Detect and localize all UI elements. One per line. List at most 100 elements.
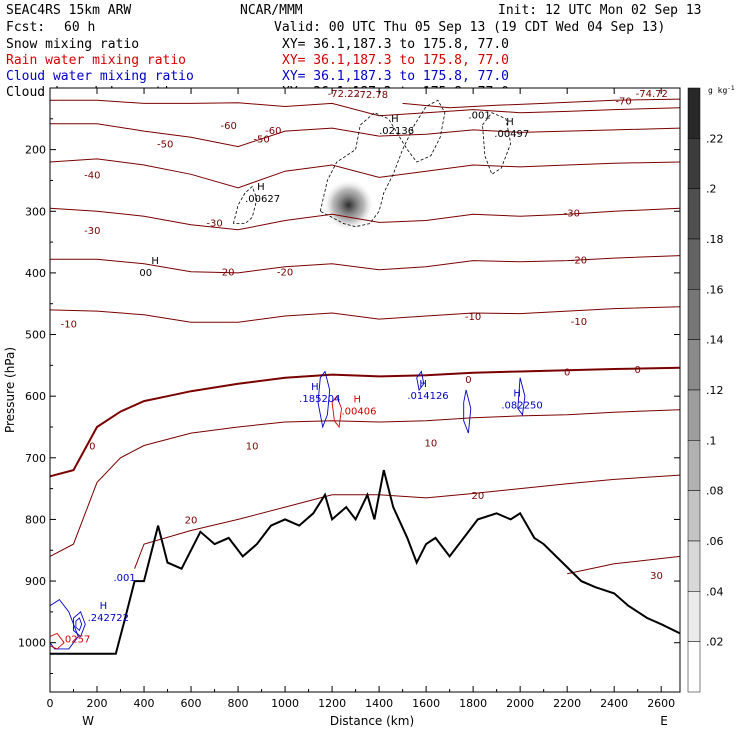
rain-contour [331, 395, 342, 429]
plot-layer: -72.78 -74.72-72.22-70-60 -60-50 -50-40-30-… [49, 89, 681, 655]
cloud-water-contour [317, 370, 331, 429]
colorbar-segment [687, 289, 701, 340]
west-label: W [82, 714, 94, 728]
maximum-marker: H [311, 382, 319, 393]
x-tick-label: 1600 [412, 697, 440, 710]
maximum-value: .001 [113, 573, 135, 584]
isotherm-label: -60 [220, 121, 236, 132]
x-tick-label: 0 [47, 697, 54, 710]
x-tick-label: 1000 [271, 697, 299, 710]
colorbar-segment [687, 641, 701, 693]
isotherm--50 [50, 123, 681, 148]
maximum-value: .242722 [88, 613, 129, 624]
isotherm-label: 10 [424, 438, 437, 449]
x-tick-label: 2600 [647, 697, 675, 710]
y-tick-label: 1000 [18, 637, 46, 650]
isotherm-label: -40 [84, 170, 100, 181]
maximum-value: .00406 [341, 406, 376, 417]
field-label: Rain water mixing ratio [6, 53, 186, 68]
x-tick-label: 200 [87, 697, 108, 710]
maximum-marker: H [391, 114, 399, 125]
isotherm--70 [402, 98, 681, 109]
forecast-value: 60 h [64, 20, 95, 35]
colorbar-segment [687, 389, 701, 441]
isotherm--40 [49, 158, 681, 189]
isotherm-label: -74.72 [636, 89, 668, 100]
isotherm-label: -30 [84, 226, 100, 237]
maximum-label: H.00497 [494, 117, 529, 140]
org-title: NCAR/MMM [240, 3, 303, 18]
isotherm-0 [49, 366, 681, 478]
maximum-marker: H [151, 256, 159, 267]
cloud-water-contour [517, 377, 526, 416]
model-title: SEAC4RS 15km ARW [6, 3, 131, 18]
maximum-value: .00627 [245, 194, 280, 205]
isotherm-label: -10 [61, 319, 77, 330]
y-tick-label: 400 [25, 267, 46, 280]
isotherm--10 [49, 306, 681, 323]
isotherm--60 [50, 99, 681, 117]
colorbar: .22 .2 .18 .16 .14 .12 .1 .08 .06 .04 .02 [687, 87, 724, 693]
isotherm-label: -10 [571, 317, 587, 328]
cloud-water-contour [416, 370, 425, 392]
cloud-water-contour [75, 617, 83, 632]
maximum-value: .014126 [407, 391, 448, 402]
isotherm-label: 10 [246, 441, 259, 452]
isotherm--30 [49, 207, 681, 231]
isotherm-label: -72.22 [328, 89, 360, 100]
isotherm-label: 0 [465, 375, 471, 386]
isotherm-30 [567, 555, 681, 575]
colorbar-label: .22 [706, 132, 724, 145]
east-label: E [660, 714, 668, 728]
y-tick-label: 800 [25, 513, 46, 526]
isotherm-label: -70 [615, 96, 631, 107]
y-tick-label: 900 [25, 575, 46, 588]
isotherm-label: -20 [218, 268, 234, 279]
maximum-label: H.242722 [88, 601, 129, 624]
maximum-label: H.014126 [407, 379, 448, 402]
isotherm-label: 30 [650, 571, 663, 582]
maximum-label: .001 [468, 111, 490, 122]
colorbar-label: .12 [706, 384, 724, 397]
snow-maximum [322, 179, 375, 232]
y-tick-label: 500 [25, 329, 46, 342]
valid-time: Valid: 00 UTC Thu 05 Sep 13 (19 CDT Wed … [274, 20, 665, 35]
y-tick-label: 200 [25, 144, 46, 157]
maximum-value: .00497 [494, 129, 529, 140]
isotherm-label: 0 [564, 368, 570, 379]
cloud-water-contour [49, 598, 79, 650]
field-xy: XY= 36.1,187.3 to 175.8, 77.0 [282, 69, 509, 84]
maximum-marker: H [257, 182, 265, 193]
maximum-marker: H [100, 601, 108, 612]
maximum-label: .0257 [62, 635, 91, 646]
x-tick-label: 1200 [318, 697, 346, 710]
maximum-label: H.185204 [299, 382, 340, 405]
cloud-ice-contour [482, 112, 512, 175]
colorbar-segment [687, 339, 701, 391]
colorbar-label: .18 [706, 233, 724, 246]
isotherm-label: -50 [253, 135, 269, 146]
x-tick-label: 2200 [553, 697, 581, 710]
x-axis: 0 200 400 600 800 1000 1200 1400 1600 1800 2000 220… [47, 88, 675, 710]
isotherm-label: 20 [185, 515, 198, 526]
cloud-water-contour [73, 611, 86, 638]
y-tick-label: 300 [25, 205, 46, 218]
plot-frame [49, 87, 681, 693]
maximum-marker: H [353, 394, 361, 405]
maximum-value: .082250 [501, 400, 542, 411]
maximum-value: .0257 [62, 635, 91, 646]
isotherm--20 [50, 255, 681, 274]
cloud-ice-contour [319, 99, 446, 228]
isotherm-label: 0 [89, 441, 95, 452]
field-label: Snow mixing ratio [6, 37, 139, 52]
x-tick-label: 2400 [600, 697, 628, 710]
cloud-ice-contour [233, 185, 258, 224]
x-axis-label: Distance (km) [330, 714, 414, 728]
field-label: Cloud water mixing ratio [6, 69, 194, 84]
maximum-value: 00 [139, 268, 152, 279]
colorbar-unit: g kg-1 [708, 85, 735, 95]
x-tick-label: 1800 [459, 697, 487, 710]
maximum-label: H.02136 [379, 114, 414, 137]
